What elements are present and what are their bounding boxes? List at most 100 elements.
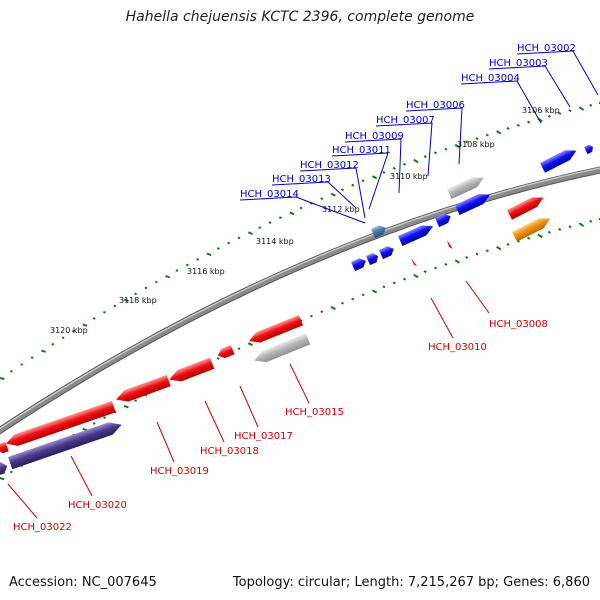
gene-arrow-blue	[584, 144, 593, 155]
inner-tick	[402, 277, 407, 281]
leader-layer	[7, 50, 599, 519]
gene-arrow-gray	[254, 333, 311, 363]
outer-tick	[103, 310, 106, 314]
gene-arrow-purple	[0, 462, 8, 477]
backbone-highlight	[0, 167, 600, 430]
backbone-arc	[0, 167, 600, 434]
outer-tick	[547, 114, 551, 118]
inner-tick	[568, 225, 572, 229]
accession-text: Accession: NC_007645	[9, 575, 157, 590]
outer-tick	[516, 123, 520, 127]
gene-label: HCH_03019	[150, 466, 209, 477]
gene-arrow-gray	[447, 177, 484, 199]
kbp-label: 3106 kbp	[522, 106, 560, 115]
tick-layer	[0, 102, 600, 481]
inner-tick	[92, 422, 96, 425]
gene-leader-line	[375, 122, 433, 177]
outer-tick	[434, 151, 438, 155]
outer-tick	[568, 109, 572, 113]
gene-layer	[0, 144, 593, 477]
outer-tick	[299, 206, 303, 210]
outer-tick	[20, 363, 24, 366]
outer-tick	[340, 188, 344, 192]
inner-tick	[444, 262, 448, 266]
gene-marker-red	[411, 258, 417, 266]
gene-label: HCH_03022	[13, 522, 72, 533]
gene-leader-line	[271, 181, 357, 209]
outer-tick	[165, 274, 171, 279]
outer-tick	[268, 221, 272, 225]
outer-tick	[196, 258, 200, 261]
outer-tick	[227, 241, 231, 245]
outer-tick	[237, 236, 241, 240]
topology-text: Topology: circular; Length: 7,215,267 bp…	[232, 575, 590, 590]
outer-tick	[361, 179, 365, 183]
inner-tick	[506, 242, 510, 246]
inner-tick	[351, 297, 355, 301]
kbp-label: 3108 kbp	[457, 140, 495, 149]
gene-label: HCH_03015	[285, 407, 344, 418]
outer-tick	[413, 158, 419, 164]
outer-tick	[485, 133, 489, 137]
inner-tick	[9, 470, 13, 474]
outer-tick	[144, 286, 148, 290]
gene-arrow-blue	[379, 246, 394, 260]
gene-arrow-red	[5, 400, 116, 446]
gene-leader-line	[488, 65, 571, 108]
outer-tick	[454, 143, 461, 149]
inner-tick	[371, 289, 378, 294]
inner-tick	[558, 227, 562, 232]
outer-tick	[506, 126, 510, 130]
inner-tick	[382, 285, 386, 289]
gene-leader-line	[239, 385, 259, 428]
kbp-label: 3114 kbp	[256, 237, 294, 246]
gene-arrow-blue	[435, 213, 451, 228]
gene-label: HCH_03004	[461, 73, 520, 84]
outer-tick	[154, 280, 158, 284]
inner-tick	[464, 255, 469, 259]
outer-tick	[92, 317, 96, 320]
gene-arrow-steel	[371, 225, 386, 239]
map-title: Hahella chejuensis KCTC 2396, complete g…	[125, 9, 475, 25]
inner-tick	[454, 259, 461, 264]
inner-tick	[423, 270, 427, 274]
gene-leader-line	[289, 363, 310, 404]
inner-tick	[237, 347, 241, 351]
inner-tick	[0, 477, 5, 481]
gene-leader-line	[331, 152, 389, 210]
gene-leader-line	[516, 50, 599, 96]
gene-label: HCH_03006	[406, 100, 465, 111]
gene-label: HCH_03010	[428, 342, 487, 353]
inner-tick	[392, 281, 396, 285]
gene-label: HCH_03009	[345, 131, 404, 142]
inner-tick	[103, 416, 106, 419]
outer-tick	[0, 377, 5, 381]
gene-arrow-purple	[8, 422, 122, 470]
outer-tick	[475, 136, 479, 140]
outer-tick	[206, 252, 212, 257]
outer-tick	[423, 155, 427, 159]
inner-tick	[527, 236, 531, 240]
gene-leader-line	[465, 280, 490, 314]
outer-tick	[123, 298, 129, 302]
gene-label: HCH_03014	[240, 189, 299, 200]
kbp-label: 3120 kbp	[50, 326, 88, 335]
kbp-label: 3110 kbp	[390, 172, 428, 181]
inner-tick	[123, 404, 129, 409]
outer-tick	[351, 183, 355, 187]
label-layer: 3106 kbp 3108 kbp 3110 kbp 3112 kbp 3114 kbp…	[13, 43, 576, 533]
gene-arrow-red	[217, 345, 235, 359]
outer-tick	[371, 175, 378, 180]
kbp-label: 3112 kbp	[322, 205, 360, 214]
outer-tick	[185, 263, 189, 267]
gene-label: HCH_03007	[376, 115, 435, 126]
inner-tick	[496, 245, 502, 251]
inner-tick	[330, 306, 336, 310]
gene-leader-line	[239, 196, 366, 224]
inner-tick	[589, 219, 593, 223]
backbone-layer	[0, 166, 600, 435]
gene-label: HCH_03003	[489, 58, 548, 69]
gene-arrow-blue	[351, 258, 366, 272]
outer-tick	[578, 106, 585, 111]
